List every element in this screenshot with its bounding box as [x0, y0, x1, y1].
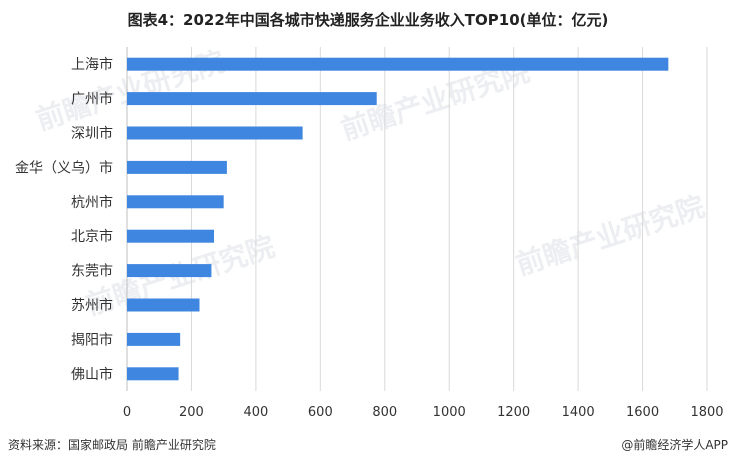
bar-9 — [127, 332, 181, 346]
chart-title: 图表4：2022年中国各城市快递服务企业业务收入TOP10(单位：亿元) — [127, 11, 609, 29]
x-tick-1600: 1600 — [626, 405, 659, 420]
x-tick-600: 600 — [308, 405, 333, 420]
watermark-3: 前瞻产业研究院 — [512, 190, 709, 282]
x-tick-1000: 1000 — [433, 405, 466, 420]
x-tick-200: 200 — [179, 405, 204, 420]
category-label-9: 揭阳市 — [71, 331, 113, 348]
category-label-8: 苏州市 — [71, 297, 113, 314]
bar-3 — [127, 126, 303, 140]
x-tick-800: 800 — [372, 405, 397, 420]
x-tick-400: 400 — [243, 405, 268, 420]
x-tick-1200: 1200 — [497, 405, 530, 420]
bar-1 — [127, 57, 669, 71]
bar-8 — [127, 298, 200, 312]
category-label-1: 上海市 — [71, 56, 113, 73]
bar-4 — [127, 160, 227, 174]
x-tick-labels: 0 200 400 600 800 1000 1200 1400 1600 1800 — [123, 405, 724, 420]
category-label-7: 东莞市 — [71, 263, 113, 280]
bar-10 — [127, 367, 179, 381]
x-tick-0: 0 — [123, 405, 131, 420]
bar-2 — [127, 92, 377, 106]
bar-7 — [127, 264, 212, 278]
category-label-4: 金华（义乌）市 — [15, 159, 113, 176]
source-note: 资料来源：国家邮政局 前瞻产业研究院 — [8, 438, 216, 452]
category-label-3: 深圳市 — [71, 125, 113, 142]
category-label-5: 杭州市 — [71, 194, 113, 211]
brand-note: @前瞻经济学人APP — [621, 438, 728, 452]
category-label-10: 佛山市 — [71, 366, 113, 383]
bars — [127, 57, 669, 381]
category-label-6: 北京市 — [71, 228, 113, 245]
category-label-2: 广州市 — [71, 91, 113, 108]
watermarks: 前瞻产业研究院前瞻产业研究院前瞻产业研究院前瞻产业研究院 — [32, 45, 709, 322]
x-tick-1800: 1800 — [690, 405, 723, 420]
bar-5 — [127, 195, 224, 209]
x-tick-1400: 1400 — [562, 405, 595, 420]
bar-6 — [127, 229, 214, 243]
